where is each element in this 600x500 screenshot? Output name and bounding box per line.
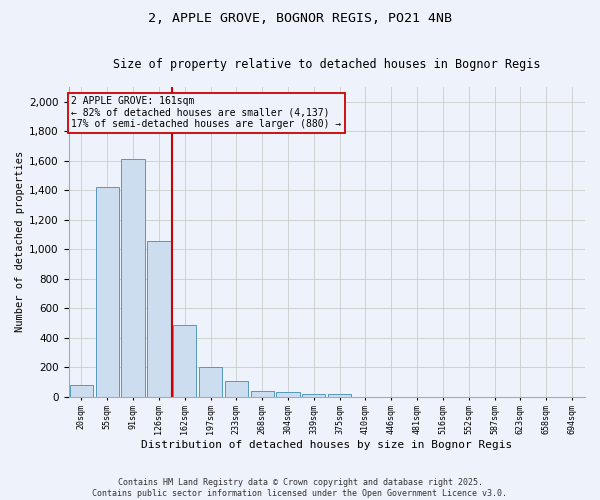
Bar xyxy=(277,392,299,397)
Title: Size of property relative to detached houses in Bognor Regis: Size of property relative to detached ho… xyxy=(113,58,541,70)
Bar xyxy=(70,385,93,397)
Bar xyxy=(95,188,119,397)
Bar xyxy=(173,324,196,397)
Text: 2 APPLE GROVE: 161sqm
← 82% of detached houses are smaller (4,137)
17% of semi-d: 2 APPLE GROVE: 161sqm ← 82% of detached … xyxy=(71,96,341,130)
Bar xyxy=(147,241,170,397)
Bar xyxy=(328,394,351,397)
Bar xyxy=(121,159,145,397)
Y-axis label: Number of detached properties: Number of detached properties xyxy=(15,151,25,332)
Bar xyxy=(199,366,222,397)
Text: 2, APPLE GROVE, BOGNOR REGIS, PO21 4NB: 2, APPLE GROVE, BOGNOR REGIS, PO21 4NB xyxy=(148,12,452,26)
Bar xyxy=(302,394,325,397)
Bar xyxy=(225,382,248,397)
Bar xyxy=(251,391,274,397)
X-axis label: Distribution of detached houses by size in Bognor Regis: Distribution of detached houses by size … xyxy=(141,440,512,450)
Text: Contains HM Land Registry data © Crown copyright and database right 2025.
Contai: Contains HM Land Registry data © Crown c… xyxy=(92,478,508,498)
